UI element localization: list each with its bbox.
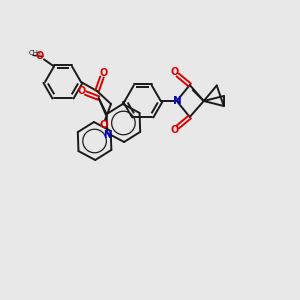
Text: N: N — [173, 96, 182, 106]
Text: O: O — [100, 120, 108, 130]
Text: N: N — [103, 130, 111, 140]
Text: O: O — [36, 51, 44, 62]
Text: CH₃: CH₃ — [29, 50, 42, 56]
Text: O: O — [171, 125, 179, 135]
Text: O: O — [100, 68, 108, 78]
Text: O: O — [171, 67, 179, 77]
Text: O: O — [77, 86, 86, 96]
